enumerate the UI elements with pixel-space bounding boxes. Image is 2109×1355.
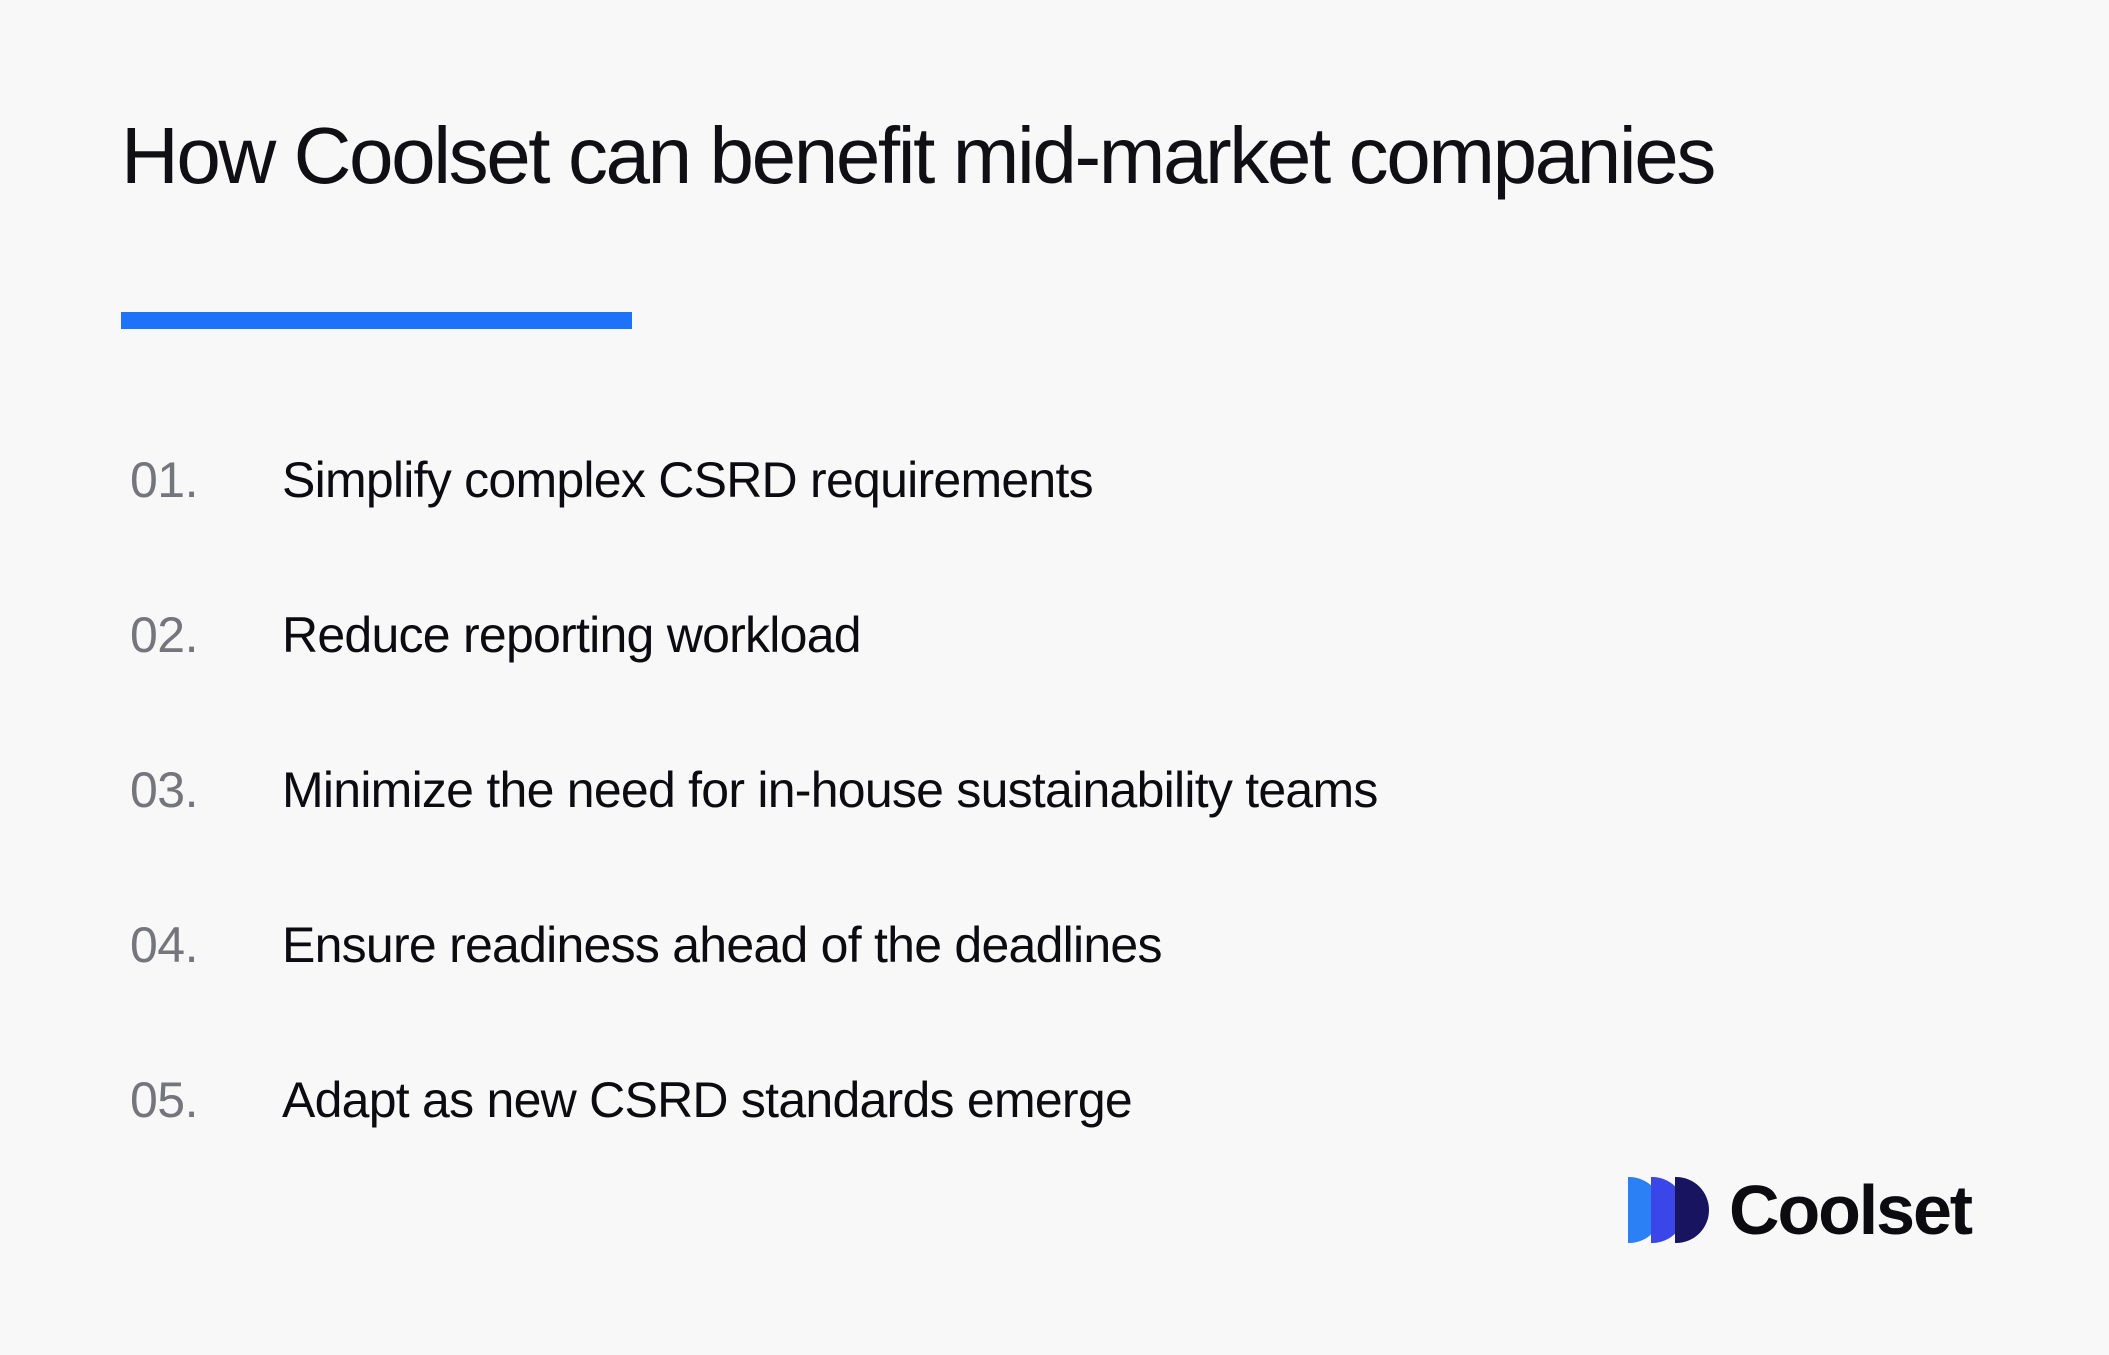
benefits-list: 01. Simplify complex CSRD requirements 0… xyxy=(121,450,1378,1130)
logo-disc-dark-icon xyxy=(1675,1177,1709,1243)
item-number: 05. xyxy=(130,1072,199,1128)
coolset-wordmark: Coolset xyxy=(1729,1171,1973,1249)
item-text: Simplify complex CSRD requirements xyxy=(282,452,1094,508)
item-number: 01. xyxy=(130,452,199,508)
coolset-logo-icon xyxy=(1628,1177,1709,1243)
list-item: 05. Adapt as new CSRD standards emerge xyxy=(121,1070,1378,1130)
item-text: Minimize the need for in-house sustainab… xyxy=(282,762,1378,818)
list-item: 03. Minimize the need for in-house susta… xyxy=(121,760,1378,820)
accent-bar xyxy=(121,312,632,329)
coolset-logo: Coolset xyxy=(1628,1171,1973,1249)
page-title: How Coolset can benefit mid-market compa… xyxy=(121,111,1716,200)
item-text: Reduce reporting workload xyxy=(282,607,862,663)
item-text: Adapt as new CSRD standards emerge xyxy=(282,1072,1133,1128)
list-item: 04. Ensure readiness ahead of the deadli… xyxy=(121,915,1378,975)
item-number: 03. xyxy=(130,762,199,818)
item-number: 02. xyxy=(130,607,199,663)
item-text: Ensure readiness ahead of the deadlines xyxy=(282,917,1162,973)
list-item: 02. Reduce reporting workload xyxy=(121,605,1378,665)
item-number: 04. xyxy=(130,917,199,973)
list-item: 01. Simplify complex CSRD requirements xyxy=(121,450,1378,510)
